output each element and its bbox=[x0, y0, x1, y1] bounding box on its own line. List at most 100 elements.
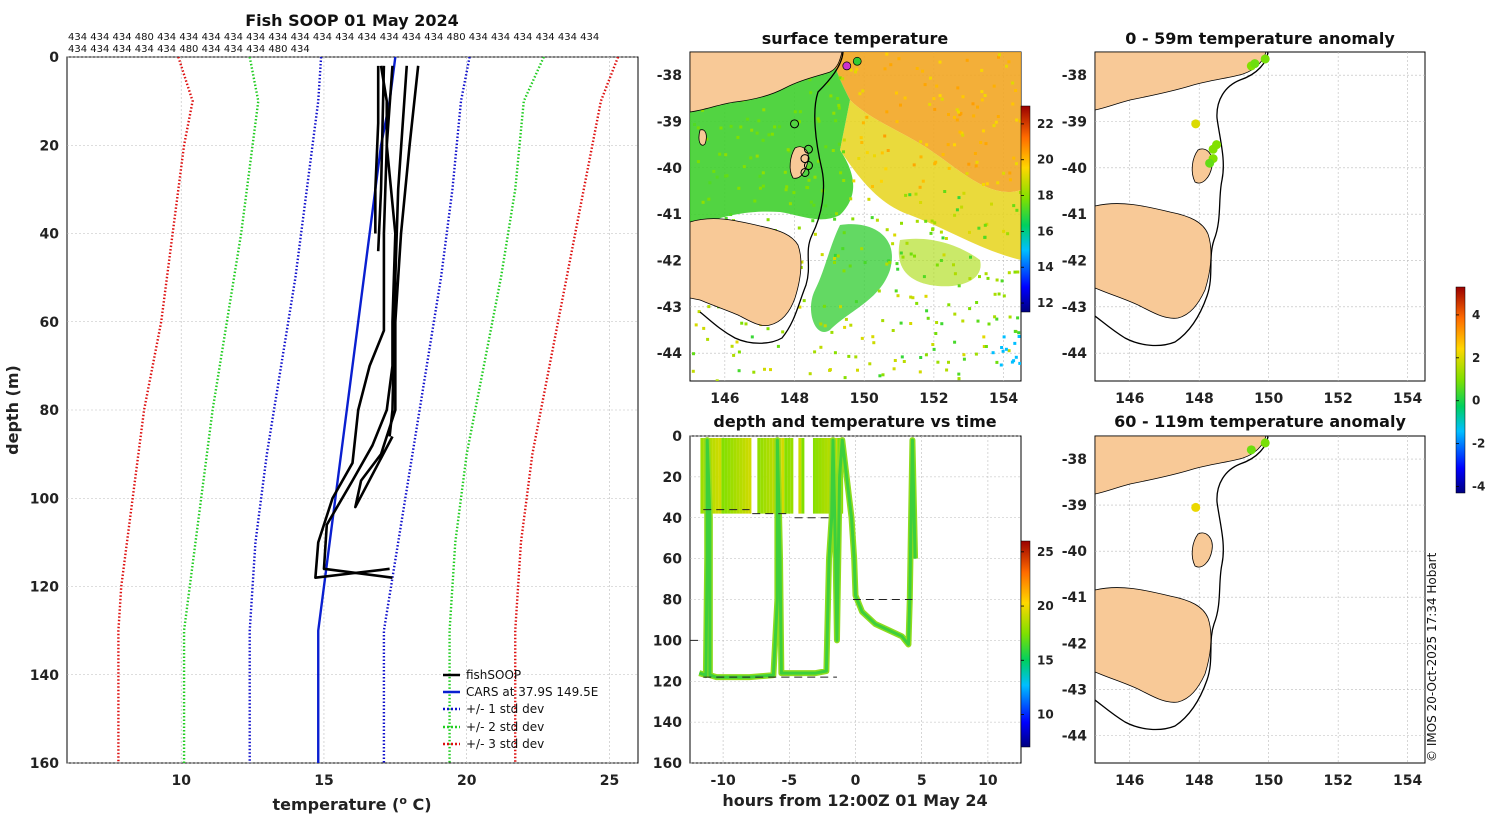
sst-pixel bbox=[969, 255, 972, 259]
sst-pixel-cold bbox=[1018, 361, 1021, 365]
sst-pixel bbox=[915, 219, 919, 223]
sst-pixel bbox=[885, 110, 889, 114]
sst-pixel bbox=[904, 193, 908, 197]
sst-pixel bbox=[883, 67, 887, 71]
sst-pixel bbox=[940, 97, 944, 101]
sst-pixel bbox=[766, 218, 770, 222]
ytick-label: 20 bbox=[40, 138, 60, 154]
anomaly-point bbox=[1260, 54, 1270, 64]
sst-pixel bbox=[769, 368, 772, 372]
sst-pixel bbox=[997, 55, 1000, 59]
land-flinders-b bbox=[1191, 532, 1213, 568]
sst-pixel bbox=[909, 252, 913, 256]
land-tasmania bbox=[690, 218, 802, 327]
profile-xlabel: temperature (o C) bbox=[272, 794, 431, 814]
sst-pixel bbox=[929, 76, 932, 80]
sst-pixel bbox=[776, 344, 780, 348]
sst-pixel bbox=[1005, 64, 1008, 68]
sst-pixel bbox=[857, 157, 861, 160]
sst-pixel-cold bbox=[999, 363, 1003, 367]
sst-pixel bbox=[778, 125, 782, 129]
time-colorbar-ticks: 10 15 20 25 bbox=[1021, 545, 1054, 721]
anomaly-point bbox=[1191, 502, 1201, 512]
ytick-label: -40 bbox=[657, 161, 683, 177]
sst-pixel bbox=[901, 255, 905, 259]
anomaly-point bbox=[1246, 445, 1256, 455]
ytick-label: -42 bbox=[1062, 254, 1087, 270]
sst-pixel bbox=[888, 261, 892, 264]
sst-pixel bbox=[697, 310, 701, 314]
sst-pixel bbox=[781, 330, 785, 334]
sst-pixel bbox=[919, 356, 923, 359]
sst-pixel bbox=[808, 78, 812, 82]
legend-1std: +/- 1 std dev bbox=[466, 702, 544, 716]
xtick-label: -10 bbox=[710, 773, 736, 789]
sst-sample-marks bbox=[790, 56, 862, 177]
sst-pixel bbox=[891, 329, 895, 332]
sst-panel: 146 148 150 152 154 -38 -39 -40 -41 -42 -43 -44 sur… bbox=[657, 29, 1054, 407]
sst-pixel bbox=[730, 344, 734, 348]
anomaly-shallow-map bbox=[1095, 52, 1425, 381]
land-king-island bbox=[698, 129, 707, 146]
sst-pixel bbox=[992, 124, 996, 128]
sst-pixel bbox=[921, 179, 925, 183]
sst-pixel bbox=[851, 217, 855, 221]
sst-pixel bbox=[941, 236, 945, 240]
xtick-label: 146 bbox=[1115, 391, 1144, 407]
sst-pixel bbox=[986, 276, 990, 280]
sst-pixel bbox=[933, 221, 937, 225]
sst-pixel bbox=[831, 149, 835, 152]
sst-pixel bbox=[752, 370, 756, 374]
sst-pixel bbox=[993, 292, 997, 296]
ytick-label: 40 bbox=[40, 227, 60, 243]
sst-pixel bbox=[987, 322, 991, 326]
sst-pixel bbox=[982, 129, 985, 133]
sst-pixel bbox=[833, 217, 837, 221]
sst-pixel bbox=[773, 125, 777, 129]
sst-pixel bbox=[953, 312, 957, 316]
sst-pixel bbox=[742, 165, 746, 169]
anomaly-point bbox=[1260, 438, 1270, 448]
sst-pixel bbox=[887, 259, 891, 263]
sst-colorbar bbox=[1020, 105, 1031, 313]
sst-pixel bbox=[1011, 81, 1015, 85]
sst-pixel bbox=[885, 262, 889, 266]
sst-field-patch2 bbox=[898, 238, 981, 287]
sst-pixel-cold bbox=[1004, 347, 1008, 351]
sst-pixel bbox=[976, 105, 979, 109]
anomaly-shallow-points bbox=[1191, 54, 1270, 168]
legend-2std: +/- 2 std dev bbox=[466, 720, 544, 734]
xtick-label: 10 bbox=[978, 773, 998, 789]
sst-pixel bbox=[977, 226, 981, 230]
sst-pixel-cold bbox=[1002, 335, 1006, 339]
xtick-label: 154 bbox=[1393, 391, 1422, 407]
sst-pixel bbox=[837, 106, 841, 110]
sst-pixel bbox=[813, 350, 817, 354]
profile-ticks: 10 15 20 25 0 20 40 60 80 100 120 140 160 bbox=[30, 50, 619, 789]
ytick-label: -41 bbox=[1062, 590, 1087, 606]
sst-pixel bbox=[984, 142, 988, 146]
sst-pixel bbox=[1015, 208, 1019, 212]
sst-pixel bbox=[817, 119, 821, 123]
colorbar-tick-label: 12 bbox=[1037, 296, 1054, 310]
xtick-label: 150 bbox=[1254, 773, 1283, 789]
sst-pixel bbox=[952, 263, 955, 267]
sst-pixel bbox=[1012, 204, 1016, 208]
sst-pixel bbox=[817, 159, 820, 163]
sst-pixel bbox=[813, 232, 817, 236]
ytick-label: 80 bbox=[40, 403, 60, 419]
sst-pixel bbox=[897, 57, 901, 61]
sst-pixel bbox=[990, 202, 993, 206]
ytick-label: -43 bbox=[1062, 300, 1087, 316]
sst-pixel bbox=[767, 133, 771, 137]
sst-pixel bbox=[918, 370, 922, 374]
sst-pixel bbox=[884, 167, 888, 171]
sst-pixel bbox=[792, 191, 796, 195]
sst-pixel bbox=[996, 181, 1000, 185]
sst-pixel bbox=[809, 200, 813, 204]
sst-pixel-cold bbox=[1012, 359, 1016, 363]
sst-pixel bbox=[802, 299, 806, 303]
time-title: depth and temperature vs time bbox=[713, 412, 996, 431]
xtick-label: 146 bbox=[710, 391, 739, 407]
